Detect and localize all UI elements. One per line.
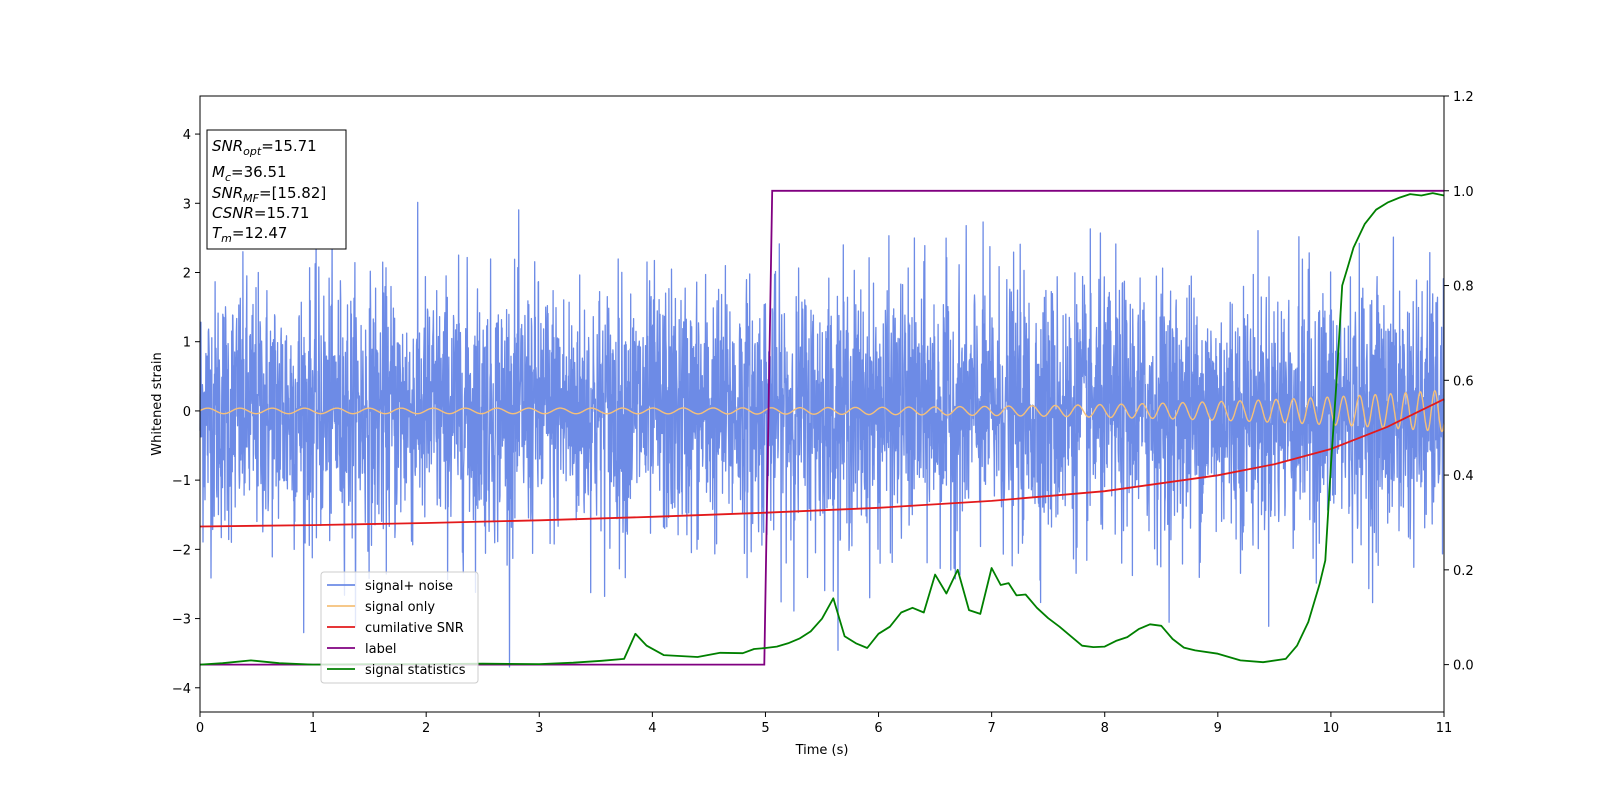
info-subscript: MF [243,192,259,205]
legend-label: signal only [365,600,435,615]
legend-label: signal statistics [365,663,466,678]
cumulative-snr-series [199,398,1445,528]
x-tick-label: 6 [874,721,882,736]
y2-tick-label: 1.0 [1453,185,1474,200]
y-axis-ticks: −4 −3 −2 −1 0 1 2 3 4 [172,128,200,697]
info-box: SNRopt=15.71Mc=36.51SNRMF=[15.82]CSNR=15… [206,129,347,250]
y2-tick-label: 0.8 [1453,280,1474,295]
y-tick-label: 2 [183,266,191,281]
info-line: SNRMF=[15.82] [212,184,326,205]
info-value: =12.47 [232,224,288,242]
plot-frame [199,95,1445,713]
info-subscript: m [221,232,232,245]
y2-tick-label: 0.2 [1453,564,1474,579]
y-tick-label: 4 [183,128,191,143]
y2-tick-label: 1.2 [1453,90,1474,105]
x-tick-label: 0 [196,721,204,736]
x-tick-label: 3 [535,721,543,736]
info-value: =36.51 [231,163,287,181]
y2-tick-label: 0.0 [1453,659,1474,674]
y-tick-label: −2 [172,543,191,558]
info-line: Tm=12.47 [212,224,287,245]
y-tick-label: −4 [172,682,191,697]
y-axis-label: Whitened strain [150,352,165,455]
x-tick-label: 2 [422,721,430,736]
cumulative-snr-line [199,398,1445,528]
y2-tick-label: 0.6 [1453,374,1474,389]
x-tick-label: 1 [309,721,317,736]
signal-noise-series [199,201,1445,668]
legend-label: cumilative SNR [365,621,464,636]
info-value: =[15.82] [259,184,326,202]
info-symbol: SNR [212,184,243,202]
x-tick-label: 10 [1323,721,1340,736]
x-tick-label: 11 [1436,721,1453,736]
signal-statistics-line [199,192,1445,666]
info-line: SNRopt=15.71 [212,137,317,158]
y2-tick-label: 0.4 [1453,469,1474,484]
x-tick-label: 9 [1214,721,1222,736]
signal-only-line [199,389,1445,433]
info-line: Mc=36.51 [212,163,287,184]
info-subscript: c [225,171,231,184]
y-tick-label: 1 [183,336,191,351]
legend-label: label [365,642,396,657]
y-tick-label: −1 [172,474,191,489]
info-box-frame [206,129,347,250]
signal-only-series [199,389,1445,433]
info-line: CSNR=15.71 [212,204,309,222]
info-symbol: T [212,224,223,242]
x-axis-ticks: 0 1 2 3 4 5 6 7 8 9 10 11 [196,712,1452,736]
info-subscript: opt [243,145,262,158]
x-tick-label: 7 [987,721,995,736]
x-tick-label: 4 [648,721,656,736]
info-value: =15.71 [254,204,310,222]
x-axis-label: Time (s) [795,743,849,758]
y-tick-label: −3 [172,613,191,628]
x-tick-label: 8 [1101,721,1109,736]
legend: signal+ noise signal only cumilative SNR la… [320,571,479,684]
y-tick-label: 3 [183,197,191,212]
info-symbol: M [212,163,225,181]
legend-label: signal+ noise [365,579,453,594]
y-tick-label: 0 [183,405,191,420]
legend-box [320,571,479,684]
signal-noise-line [199,201,1445,668]
y2-axis-ticks: 0.0 0.2 0.4 0.6 0.8 1.0 1.2 [1444,90,1474,674]
info-symbol: SNR [212,137,243,155]
info-value: =15.71 [261,137,317,155]
info-symbol: CSNR [212,204,254,222]
signal-statistics-series [199,192,1445,666]
x-tick-label: 5 [761,721,769,736]
